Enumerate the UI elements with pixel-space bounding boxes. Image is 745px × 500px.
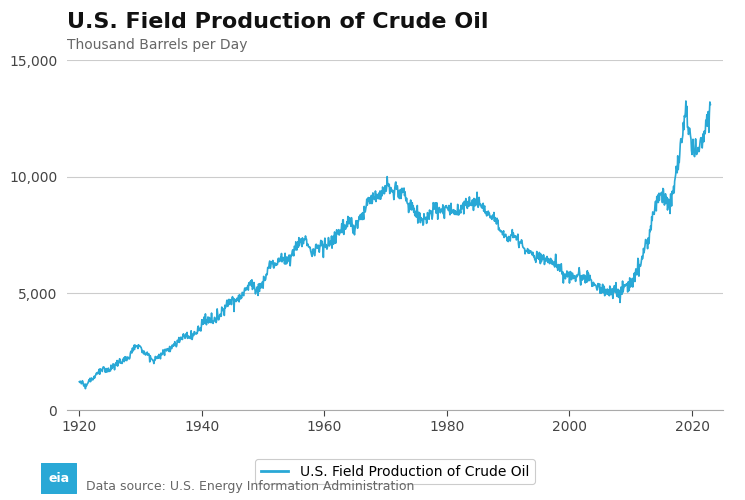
- Text: Data source: U.S. Energy Information Administration: Data source: U.S. Energy Information Adm…: [86, 480, 414, 493]
- Text: eia: eia: [48, 472, 69, 485]
- Legend: U.S. Field Production of Crude Oil: U.S. Field Production of Crude Oil: [255, 459, 535, 484]
- FancyBboxPatch shape: [39, 463, 79, 494]
- Text: U.S. Field Production of Crude Oil: U.S. Field Production of Crude Oil: [67, 12, 489, 32]
- Text: Thousand Barrels per Day: Thousand Barrels per Day: [67, 38, 247, 52]
